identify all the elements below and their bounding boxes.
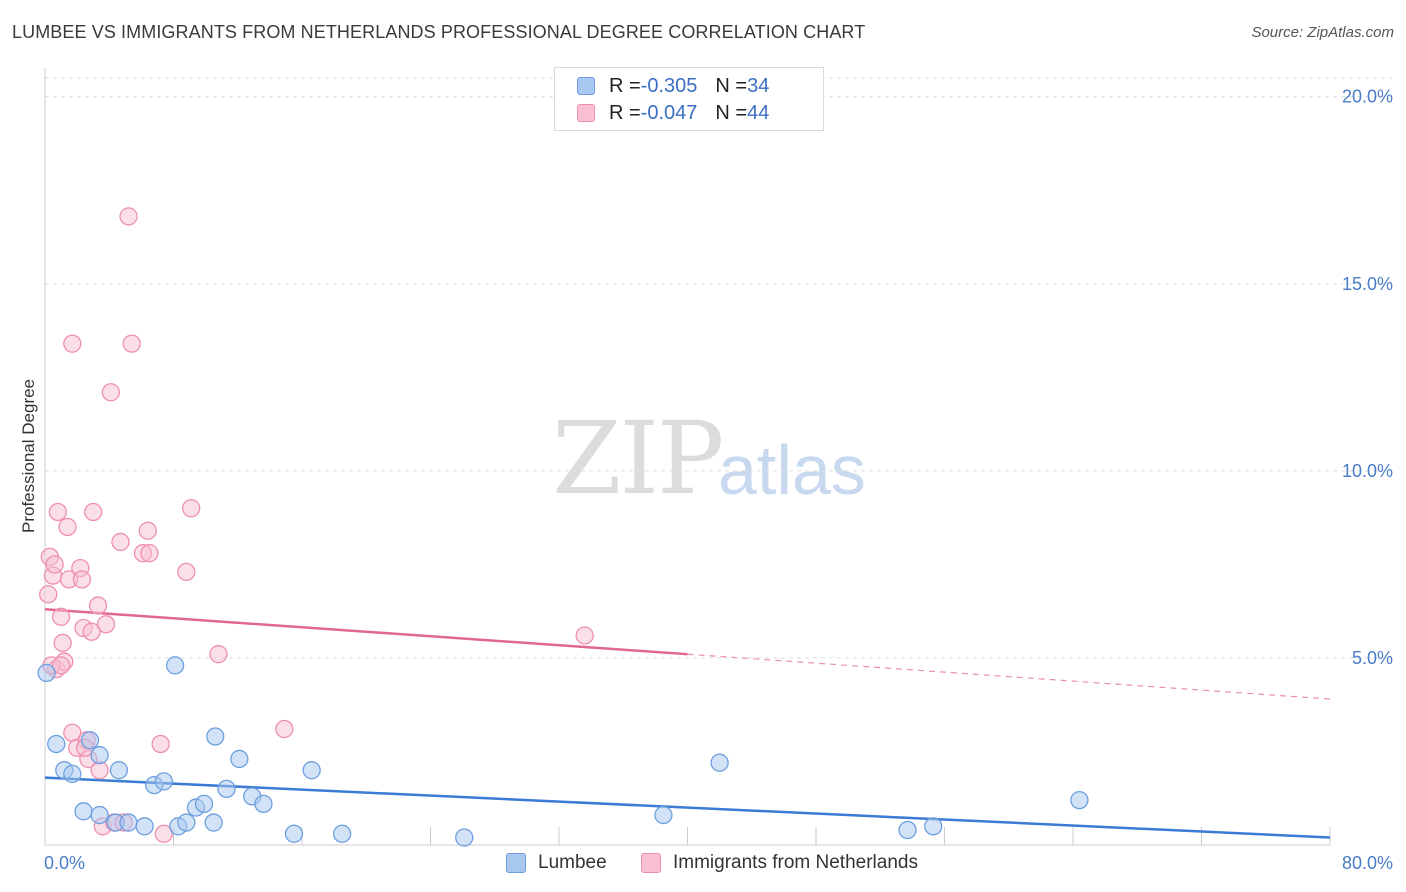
point-lumbee	[302, 761, 321, 780]
y-tick-label: 5.0%	[1352, 648, 1393, 668]
point-netherlands	[72, 570, 92, 589]
point-netherlands	[45, 555, 64, 574]
point-lumbee	[74, 802, 93, 821]
legend-n-label: N =	[715, 101, 748, 124]
legend-swatch-lumbee	[577, 77, 595, 95]
y-axis-label: Professional Degree	[19, 379, 38, 533]
point-netherlands	[51, 656, 71, 675]
point-netherlands	[119, 207, 138, 226]
watermark-atlas: atlas	[718, 431, 866, 509]
x-tick-label: 80.0%	[1342, 853, 1393, 873]
point-lumbee	[135, 817, 154, 836]
point-lumbee	[80, 731, 100, 750]
series-label-netherlands: Immigrants from Netherlands	[673, 852, 918, 873]
point-netherlands	[63, 334, 82, 353]
point-netherlands	[154, 824, 174, 843]
watermark-zip: ZIP	[552, 400, 724, 517]
legend-n-label: N =	[715, 74, 748, 97]
point-netherlands	[48, 502, 67, 522]
point-lumbee	[206, 727, 225, 746]
chart-title: LUMBEE VS IMMIGRANTS FROM NETHERLANDS PR…	[12, 22, 866, 42]
point-netherlands	[275, 719, 294, 739]
point-netherlands	[122, 334, 141, 353]
legend-swatch-netherlands	[577, 104, 595, 122]
point-netherlands	[209, 645, 228, 664]
legend-n-value: 44	[747, 101, 770, 124]
legend-n-value: 34	[747, 74, 770, 97]
point-lumbee	[177, 813, 196, 832]
point-lumbee	[898, 820, 917, 840]
point-netherlands	[101, 383, 121, 402]
legend-r-value: -0.047	[640, 101, 698, 124]
point-lumbee	[204, 813, 223, 832]
point-netherlands	[138, 521, 157, 540]
x-tick-labels: 0.0% 80.0%	[44, 853, 1393, 873]
point-lumbee	[1070, 790, 1089, 810]
point-lumbee	[254, 794, 273, 813]
y-tick-labels: 5.0% 10.0% 15.0% 20.0%	[1342, 87, 1393, 668]
point-lumbee	[455, 828, 474, 847]
point-lumbee	[90, 746, 109, 765]
point-lumbee	[90, 805, 109, 825]
point-netherlands	[84, 502, 103, 522]
point-netherlands	[151, 734, 170, 754]
x-tick-label: 0.0%	[44, 853, 85, 873]
series-legend: Lumbee Immigrants from Netherlands	[0, 850, 1406, 878]
trend-extension-netherlands	[687, 653, 1331, 700]
legend-row-netherlands: R = -0.047 N = 44	[577, 100, 769, 126]
gridlines	[45, 77, 1392, 659]
data-points	[37, 207, 1089, 847]
legend-row-lumbee: R = -0.305 N = 34	[577, 73, 769, 99]
point-netherlands	[575, 626, 594, 645]
point-lumbee	[165, 656, 185, 675]
point-lumbee	[63, 764, 82, 784]
point-netherlands	[182, 499, 201, 518]
legend-r-label: R =	[609, 101, 641, 124]
point-lumbee	[217, 779, 236, 799]
point-netherlands	[88, 596, 108, 615]
point-lumbee	[109, 761, 129, 780]
point-lumbee	[47, 734, 66, 754]
point-netherlands	[140, 544, 159, 563]
point-lumbee	[119, 813, 138, 832]
axes	[44, 68, 1331, 846]
y-tick-label: 10.0%	[1342, 461, 1393, 481]
source-credit: Source: ZipAtlas.com	[1251, 24, 1394, 41]
point-lumbee	[924, 817, 943, 836]
point-lumbee	[284, 824, 304, 843]
trend-lines	[44, 608, 1331, 839]
point-lumbee	[37, 663, 56, 683]
y-tick-label: 15.0%	[1342, 274, 1393, 294]
series-label-lumbee: Lumbee	[538, 852, 607, 873]
point-netherlands	[96, 615, 116, 634]
point-netherlands	[53, 633, 72, 653]
series-swatch-lumbee	[506, 853, 526, 873]
point-lumbee	[230, 749, 249, 769]
point-netherlands	[82, 622, 101, 641]
y-tick-label: 20.0%	[1342, 87, 1393, 107]
series-legend-netherlands[interactable]: Immigrants from Netherlands	[641, 852, 918, 874]
point-netherlands	[177, 562, 196, 582]
point-lumbee	[154, 772, 174, 791]
point-netherlands	[111, 532, 130, 552]
point-lumbee	[194, 794, 214, 813]
point-lumbee	[654, 805, 673, 825]
point-netherlands	[39, 585, 58, 604]
point-lumbee	[710, 753, 729, 772]
point-netherlands	[58, 517, 77, 537]
correlation-legend: R = -0.305 N = 34 R = -0.047 N = 44	[554, 67, 824, 131]
point-netherlands	[51, 607, 71, 626]
trend-line-lumbee	[44, 776, 1331, 839]
trend-line-netherlands	[44, 608, 688, 656]
legend-r-value: -0.305	[640, 74, 698, 97]
point-lumbee	[333, 824, 352, 843]
legend-r-label: R =	[609, 74, 641, 97]
series-swatch-netherlands	[641, 853, 661, 873]
series-legend-lumbee[interactable]: Lumbee	[506, 852, 607, 874]
